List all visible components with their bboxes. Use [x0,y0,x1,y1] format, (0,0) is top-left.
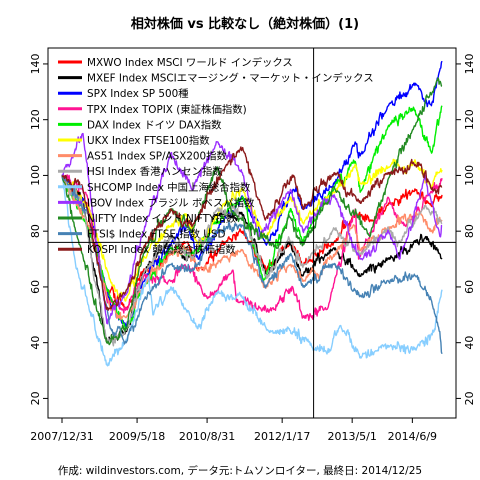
series-line-13 [61,146,443,311]
series-line-10 [61,132,443,325]
axes: 20 20 40 40 60 60 80 80 100 100 120 120 140 140 2007/1… [29,53,476,443]
plot-frame [47,47,457,419]
legend-label-6: UKX Index FTSE100指数 [87,134,210,147]
y-tick-label-left-20: 20 [29,391,42,405]
legend-label-3: SPX Index SP 500種 [87,87,189,100]
x-tick-label-4: 2012/1/17 [254,430,310,443]
x-tick-label-2: 2009/5/18 [109,430,165,443]
x-tick-label-3: 2010/8/31 [179,430,235,443]
chart-caption: 作成: wildinvestors.com, データ元:トムソンロイター, 最終… [58,464,422,477]
chart-title: 相対株価 vs 比較なし（絶対株価）(1) [131,16,359,32]
series-line-7 [61,174,443,321]
y-tick-label-left-60: 60 [29,280,42,294]
x-tick-label-1: 2007/12/31 [30,430,93,443]
y-tick-label-left-140: 140 [29,53,42,74]
y-tick-label-left-100: 100 [29,165,42,186]
y-tick-label-right-40: 40 [463,336,476,350]
series-line-6 [61,158,443,302]
legend-label-7: AS51 Index SP/ASX200指数 [87,150,228,163]
series-line-3 [61,60,443,328]
series-line-11 [61,77,443,346]
crosshair [48,48,456,418]
series-line-12 [61,175,443,355]
y-tick-label-right-60: 60 [463,280,476,294]
legend: MXWO Index MSCI ワールド インデックス MXEF Index MS… [58,56,374,256]
legend-label-13: KOSPI Index 韓国総合株価指数 [87,243,236,256]
y-tick-label-right-80: 80 [463,224,476,238]
y-tick-label-right-100: 100 [463,165,476,186]
legend-label-11: NIFTY Index インド NIFTY指数 [87,212,237,225]
x-tick-label-6: 2014/6/9 [388,430,437,443]
legend-label-9: SHCOMP Index 中国上海総合指数 [87,181,251,194]
legend-label-1: MXWO Index MSCI ワールド インデックス [87,56,293,69]
x-tick-label-5: 2013/5/1 [327,430,376,443]
legend-label-8: HSI Index 香港ハンセン指数 [87,165,223,178]
y-tick-label-right-140: 140 [463,53,476,74]
y-tick-label-left-80: 80 [29,224,42,238]
y-tick-label-left-40: 40 [29,336,42,350]
legend-label-2: MXEF Index MSCIエマージング・マーケット・インデックス [87,72,374,85]
legend-label-5: DAX Index ドイツ DAX指数 [87,118,222,131]
legend-label-10: IBOV Index ブラジル ボベスパ指数 [87,196,255,209]
y-tick-label-right-20: 20 [463,391,476,405]
y-tick-label-right-120: 120 [463,109,476,130]
legend-label-4: TPX Index TOPIX (東証株価指数) [86,103,247,116]
series-layer [61,60,443,367]
y-tick-label-left-120: 120 [29,109,42,130]
legend-label-12: FTSI$ Index FTSE 指数 USD [87,228,226,241]
series-line-4 [61,174,443,321]
